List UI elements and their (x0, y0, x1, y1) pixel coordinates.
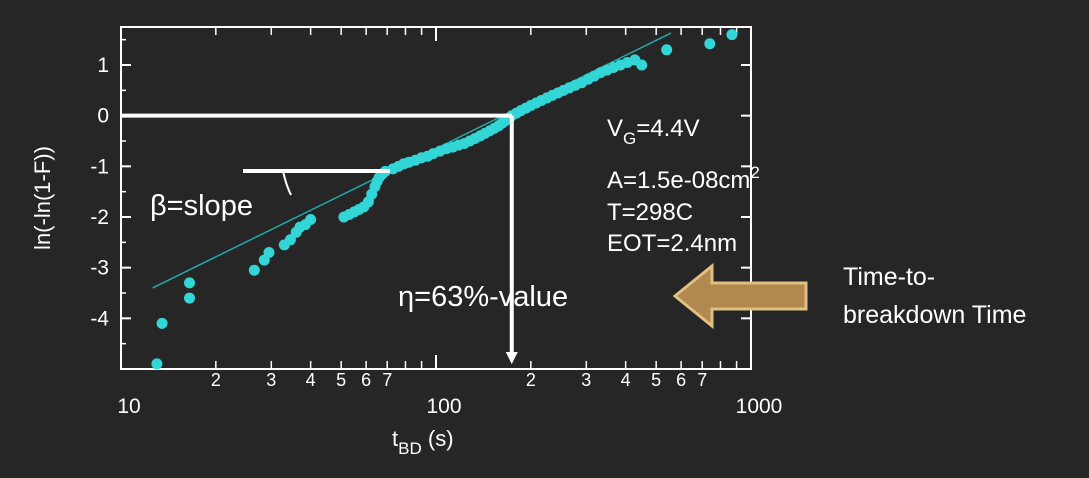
x-major-label-2: 1000 (736, 395, 783, 418)
x-minor-label-0: 2 (211, 370, 221, 390)
data-point (184, 292, 196, 304)
eot-annotation: EOT=2.4nm (607, 230, 737, 257)
beta-annotation: β=slope (150, 190, 253, 222)
data-point (726, 29, 738, 41)
y-tick-label-0: 1 (97, 54, 109, 77)
eta-arrowhead (505, 352, 518, 364)
data-point (704, 38, 716, 50)
side-note-line-2: breakdown Time (843, 301, 1027, 329)
x-major-label-1: 100 (426, 395, 461, 418)
pointer-arrow (672, 262, 808, 330)
y-tick-label-1: 0 (97, 105, 109, 128)
data-point (284, 234, 296, 246)
area-annotation: A=1.5e-08cm2 (607, 163, 760, 194)
x-minor-label-2: 4 (306, 370, 316, 390)
x-minor-label-1: 3 (266, 370, 276, 390)
x-minor-label-9: 5 (651, 370, 661, 390)
x-minor-label-5: 7 (382, 370, 392, 390)
data-point (248, 264, 260, 276)
data-point (151, 358, 163, 370)
data-point (184, 277, 196, 289)
data-point (263, 246, 275, 258)
side-note-line-1: Time-to- (843, 263, 936, 291)
y-axis-label: ln(-ln(1-F)) (30, 146, 55, 250)
x-minor-label-6: 2 (526, 370, 536, 390)
side-note: Time-to- breakdown Time (843, 258, 1087, 334)
y-tick-label-5: -4 (90, 307, 109, 330)
x-major-label-0: 10 (117, 395, 140, 418)
data-point (636, 59, 648, 71)
x-minor-label-3: 5 (336, 370, 346, 390)
eta-annotation: η=63%-value (398, 281, 568, 313)
beta-angle-arc (282, 170, 292, 196)
y-tick-label-2: -1 (90, 155, 109, 178)
data-point (661, 44, 673, 56)
x-minor-label-11: 7 (697, 370, 707, 390)
y-tick-label-4: -3 (90, 257, 109, 280)
x-minor-label-7: 3 (581, 370, 591, 390)
data-points (151, 29, 738, 370)
x-minor-label-8: 4 (621, 370, 631, 390)
vg-annotation: VG=4.4V (607, 115, 700, 148)
axis-ticks (120, 27, 752, 369)
x-axis-label: tBD (s) (392, 426, 454, 458)
data-point (305, 214, 317, 226)
x-minor-label-10: 6 (676, 370, 686, 390)
y-tick-label-3: -2 (90, 206, 109, 229)
temperature-annotation: T=298C (607, 199, 693, 226)
x-minor-label-4: 6 (361, 370, 371, 390)
data-point (156, 317, 168, 329)
